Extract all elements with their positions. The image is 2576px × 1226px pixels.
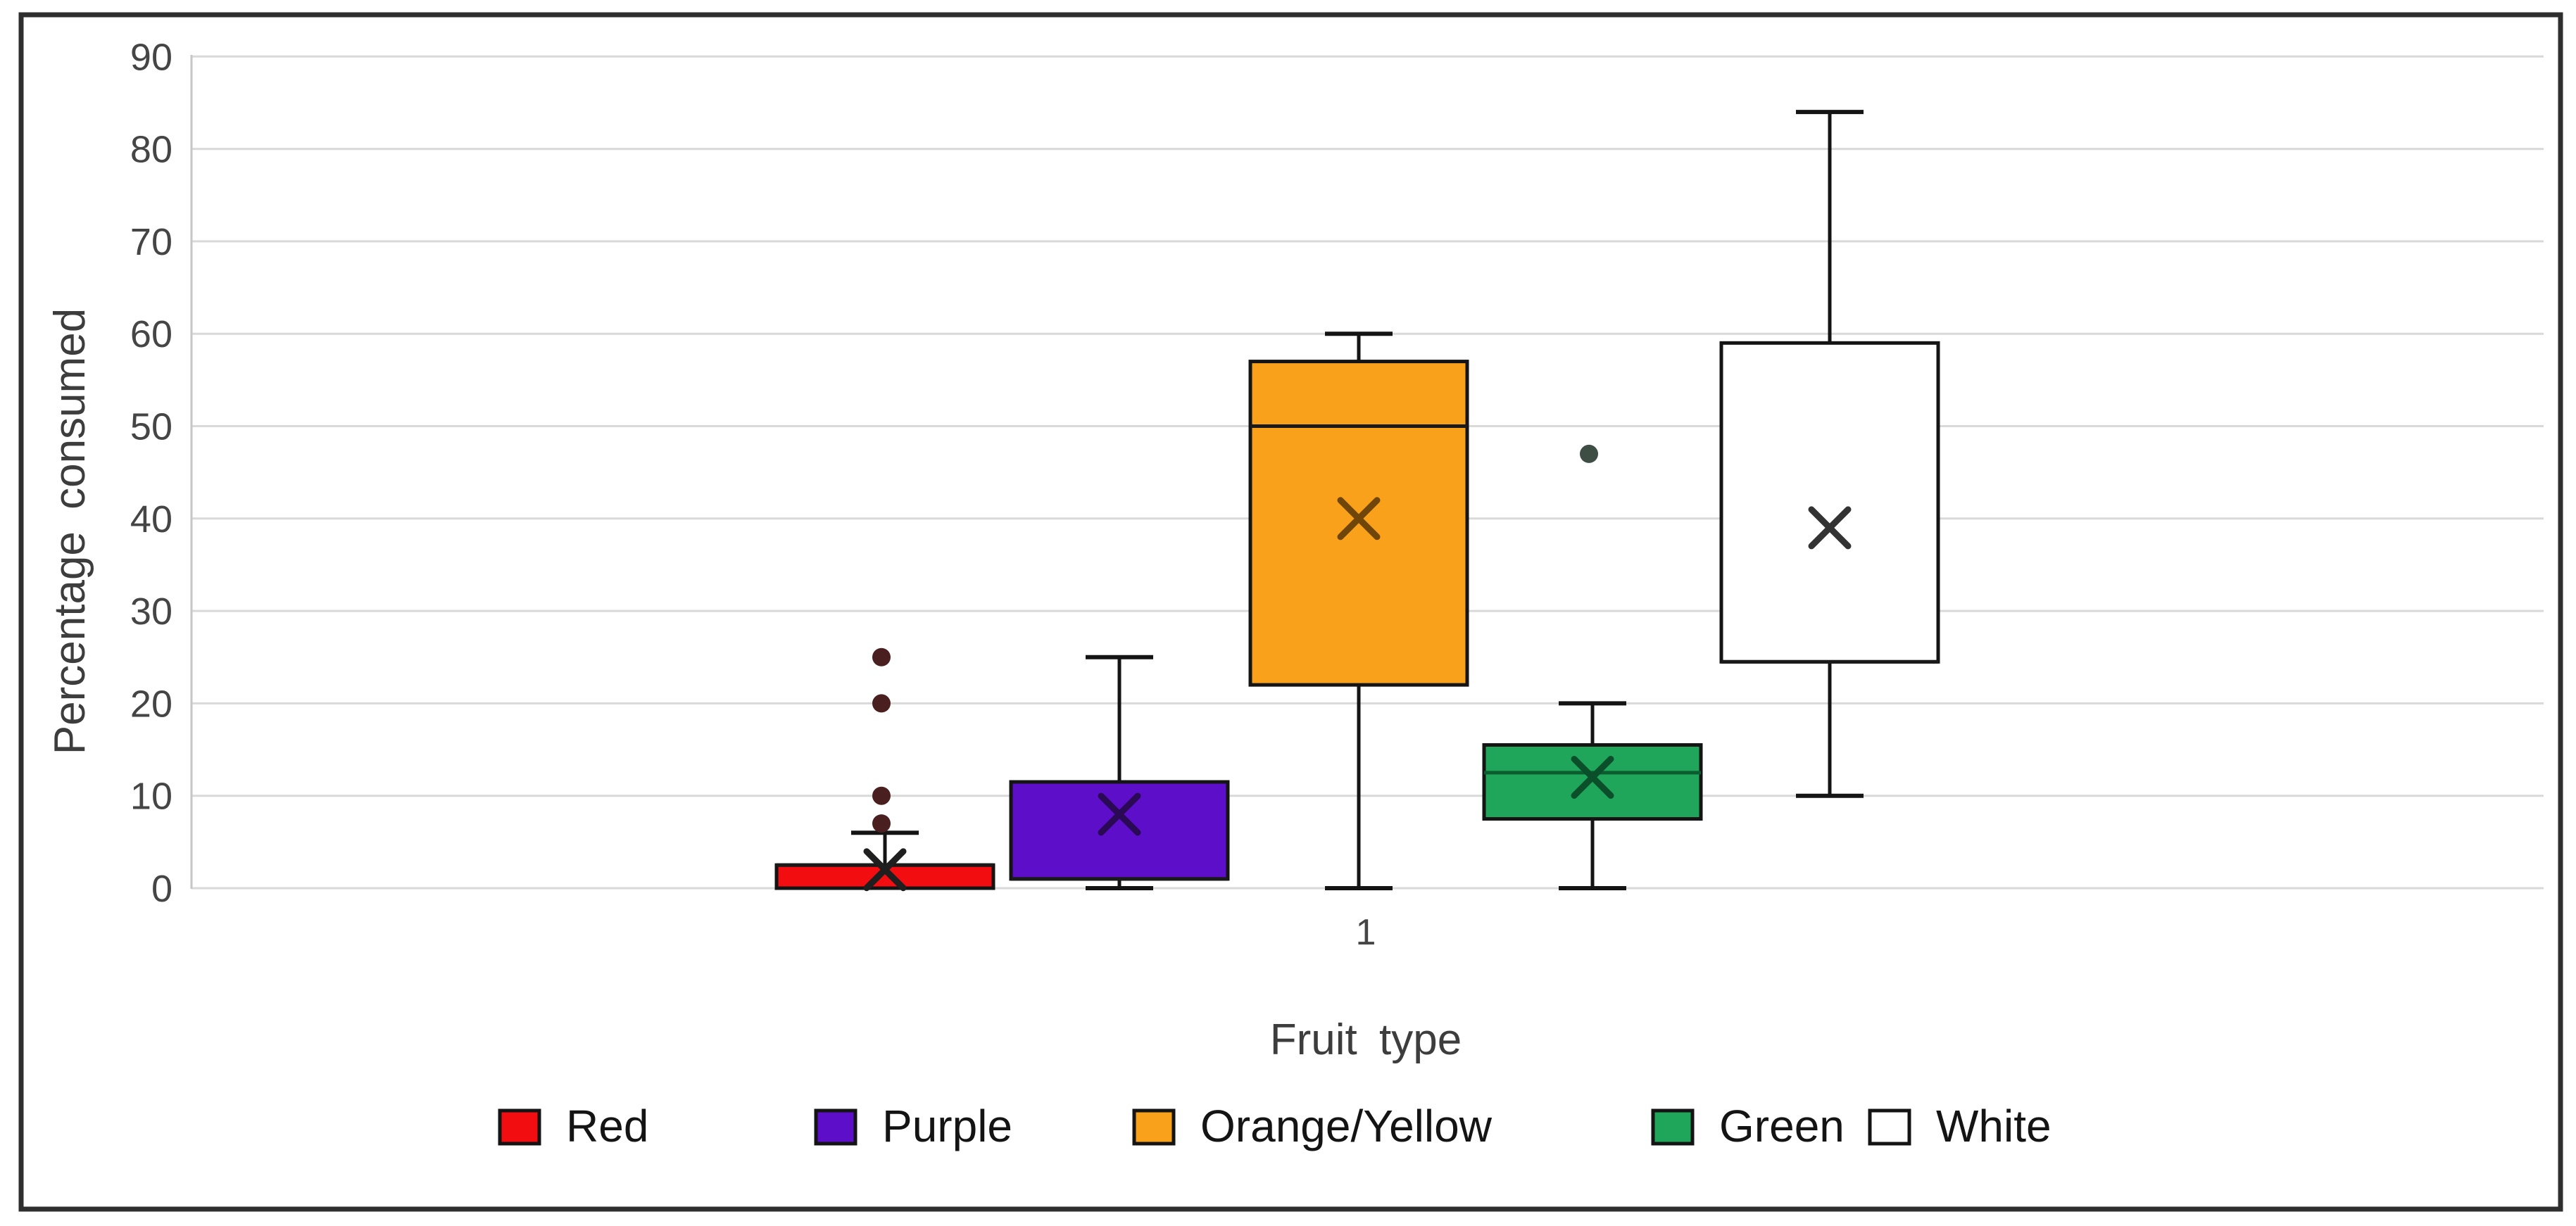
legend-label-orange-yellow: Orange/Yellow — [1200, 1101, 1493, 1151]
box-series-green — [1482, 444, 1703, 890]
x-axis-title: Fruit type — [1270, 1016, 1462, 1064]
legend-label-purple: Purple — [882, 1101, 1012, 1151]
y-tick-label: 90 — [130, 36, 172, 78]
legend-swatch-purple — [814, 1108, 857, 1146]
y-tick-label: 80 — [130, 129, 172, 171]
legend: Red Purple Orange/Yellow Green White — [498, 1101, 2052, 1151]
mean-marker — [863, 848, 907, 892]
y-tick-label: 70 — [130, 221, 172, 263]
legend-swatch-red — [498, 1108, 541, 1146]
y-tick-label: 20 — [130, 683, 172, 725]
legend-swatch-white — [1868, 1108, 1911, 1146]
y-tick-label: 30 — [130, 590, 172, 633]
legend-label-red: Red — [566, 1101, 648, 1151]
chart-frame-border — [18, 12, 2563, 1212]
y-tick-label: 60 — [130, 313, 172, 355]
legend-swatch-orange-yellow — [1132, 1108, 1176, 1146]
y-tick-label: 40 — [130, 498, 172, 541]
iqr-box — [1482, 742, 1703, 821]
box-series-white — [1719, 110, 1940, 798]
legend-label-white: White — [1936, 1101, 2052, 1151]
y-tick-label: 50 — [130, 406, 172, 448]
y-tick-label: 0 — [151, 868, 172, 910]
y-axis-tick-labels: 0 10 20 30 40 50 60 70 80 90 — [130, 36, 172, 910]
gridlines — [191, 55, 2544, 890]
iqr-box — [1719, 341, 1940, 664]
outlier-point — [872, 814, 891, 833]
iqr-box — [1248, 360, 1469, 687]
outlier-point — [872, 647, 891, 666]
box-series-purple — [1009, 655, 1230, 890]
box-series-red — [774, 647, 995, 892]
y-axis-title: Percentage consumed — [46, 308, 94, 754]
outlier-point — [872, 694, 891, 713]
box-series-group — [774, 110, 1940, 892]
legend-swatch-green — [1651, 1108, 1695, 1146]
legend-label-green: Green — [1719, 1101, 1845, 1151]
x-tick-label: 1 — [1356, 912, 1376, 953]
outlier-point — [1580, 444, 1598, 463]
mean-marker — [1098, 792, 1141, 836]
mean-marker — [1808, 506, 1852, 550]
outlier-point — [872, 786, 891, 805]
mean-marker — [1337, 497, 1381, 541]
mean-marker — [1571, 755, 1614, 799]
iqr-box — [1009, 780, 1230, 881]
box-series-orange-yellow — [1248, 331, 1469, 890]
y-tick-label: 10 — [130, 776, 172, 818]
